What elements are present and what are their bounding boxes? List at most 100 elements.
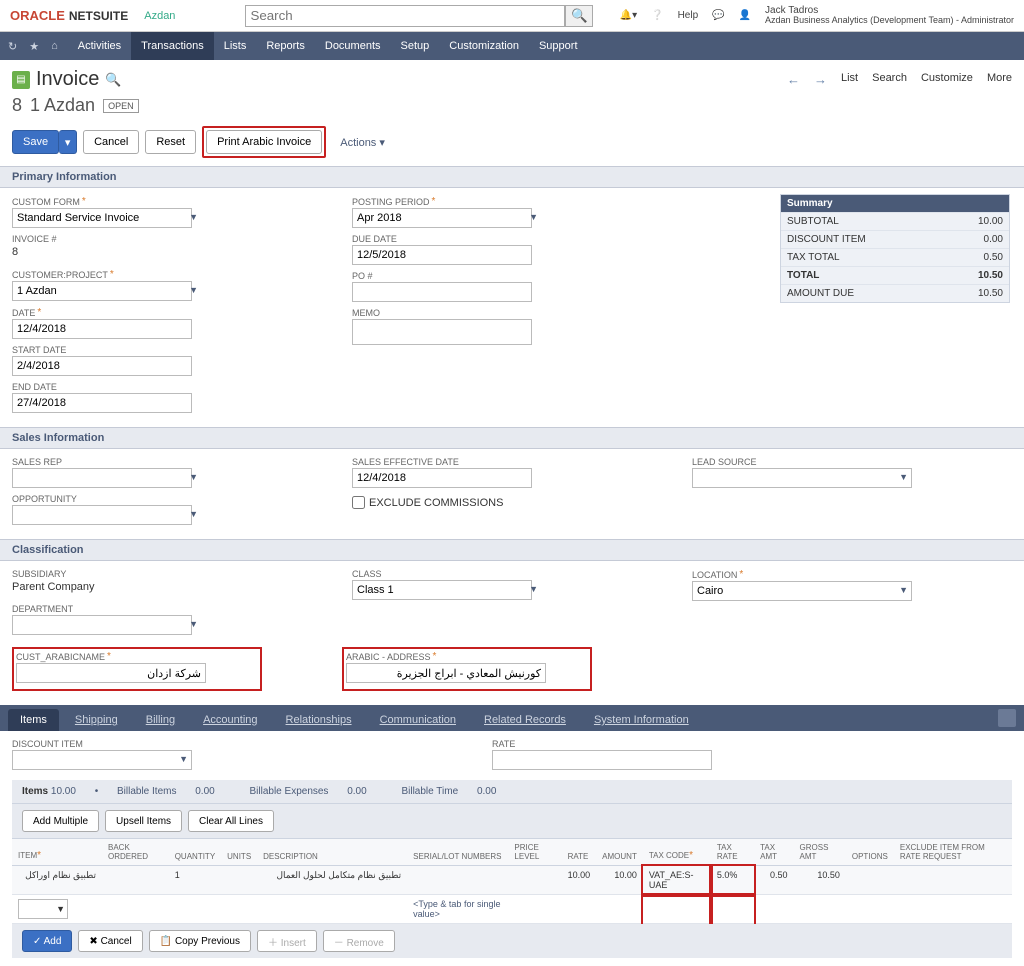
cell-amount: 10.00 xyxy=(596,866,643,895)
topbar: ORACLE NETSUITE Azdan 🔍 🔔▾ ❔ Help 💬 👤 Ja… xyxy=(0,0,1024,32)
line-cancel-button[interactable]: ✖ Cancel xyxy=(78,930,142,952)
items-table: ITEM* BACK ORDERED QUANTITY UNITS DESCRI… xyxy=(12,839,1012,924)
partner-logo: Azdan xyxy=(144,10,175,22)
global-search-button[interactable]: 🔍 xyxy=(565,5,593,27)
main-nav: ↻ ★ ⌂ Activities Transactions Lists Repo… xyxy=(0,32,1024,60)
class-select[interactable] xyxy=(352,580,532,600)
arabic-address-label: ARABIC - ADDRESS xyxy=(346,652,431,662)
cell-item: تطبيق نظام اوراكل xyxy=(12,866,102,895)
start-date-input[interactable] xyxy=(12,356,192,376)
col-exclude: EXCLUDE ITEM FROM RATE REQUEST xyxy=(894,839,1012,866)
po-input[interactable] xyxy=(352,282,532,302)
tab-billing[interactable]: Billing xyxy=(134,709,187,731)
user-avatar-icon[interactable]: 👤 xyxy=(739,10,751,21)
link-search[interactable]: Search xyxy=(872,72,907,87)
quick-find-icon[interactable]: 🔍 xyxy=(105,72,121,88)
nav-activities[interactable]: Activities xyxy=(68,32,131,60)
nav-lists[interactable]: Lists xyxy=(214,32,257,60)
nav-customization[interactable]: Customization xyxy=(439,32,529,60)
notifications-icon[interactable]: 🔔▾ xyxy=(620,10,637,21)
cancel-button[interactable]: Cancel xyxy=(83,130,139,154)
record-customer: 1 Azdan xyxy=(30,95,95,116)
tab-communication[interactable]: Communication xyxy=(368,709,468,731)
col-tax-code: TAX CODE xyxy=(649,851,689,860)
nav-transactions[interactable]: Transactions xyxy=(131,32,214,60)
posting-label: POSTING PERIOD xyxy=(352,197,430,207)
arabic-address-input[interactable] xyxy=(346,663,546,683)
class-label: CLASS xyxy=(352,569,542,579)
line-remove-button[interactable]: － Remove xyxy=(323,930,395,952)
nav-support[interactable]: Support xyxy=(529,32,588,60)
col-units: UNITS xyxy=(221,839,257,866)
line-add-button[interactable]: ✓ Add xyxy=(22,930,72,952)
subtab-settings-icon[interactable] xyxy=(998,709,1016,727)
discount-item-label: DISCOUNT ITEM xyxy=(787,234,866,245)
link-more[interactable]: More xyxy=(987,72,1012,87)
new-line-row[interactable]: ▼ <Type & tab for single value> xyxy=(12,895,1012,924)
rate-input[interactable] xyxy=(492,750,712,770)
location-select[interactable] xyxy=(692,581,912,601)
sales-effective-input[interactable] xyxy=(352,468,532,488)
prev-record-icon[interactable]: ← xyxy=(787,72,800,87)
user-block[interactable]: Jack Tadros Azdan Business Analytics (De… xyxy=(765,5,1014,26)
col-item: ITEM xyxy=(18,851,37,860)
help-icon[interactable]: ❔ xyxy=(651,10,663,21)
tab-relationships[interactable]: Relationships xyxy=(274,709,364,731)
tab-related-records[interactable]: Related Records xyxy=(472,709,578,731)
sales-rep-label: SALES REP xyxy=(12,457,202,467)
col-quantity: QUANTITY xyxy=(169,839,221,866)
exclude-commissions-label: EXCLUDE COMMISSIONS xyxy=(369,497,503,509)
total-label: TOTAL xyxy=(787,270,819,281)
link-customize[interactable]: Customize xyxy=(921,72,973,87)
nav-setup[interactable]: Setup xyxy=(391,32,440,60)
end-date-input[interactable] xyxy=(12,393,192,413)
exclude-commissions-checkbox[interactable] xyxy=(352,496,365,509)
item-picker[interactable]: ▼ xyxy=(18,899,68,919)
lead-source-select[interactable] xyxy=(692,468,912,488)
tab-accounting[interactable]: Accounting xyxy=(191,709,269,731)
memo-input[interactable] xyxy=(352,319,532,345)
help-label[interactable]: Help xyxy=(678,10,699,21)
record-id: 8 xyxy=(12,95,22,116)
next-record-icon[interactable]: → xyxy=(814,72,827,87)
save-menu-caret[interactable]: ▾ xyxy=(59,130,77,154)
tab-items[interactable]: Items xyxy=(8,709,59,731)
due-date-input[interactable] xyxy=(352,245,532,265)
sales-rep-select[interactable] xyxy=(12,468,192,488)
col-gross-amt: GROSS AMT xyxy=(794,839,846,866)
table-row[interactable]: تطبيق نظام اوراكل 1 تطبيق نظام متكامل لح… xyxy=(12,866,1012,895)
cust-arabic-name-input[interactable] xyxy=(16,663,206,683)
global-search-input[interactable] xyxy=(245,5,565,27)
home-icon[interactable]: ⌂ xyxy=(51,40,58,53)
posting-period-select[interactable] xyxy=(352,208,532,228)
nav-documents[interactable]: Documents xyxy=(315,32,391,60)
department-select[interactable] xyxy=(12,615,192,635)
line-copy-previous-button[interactable]: 📋 Copy Previous xyxy=(149,930,251,952)
tab-shipping[interactable]: Shipping xyxy=(63,709,130,731)
col-options: OPTIONS xyxy=(846,839,894,866)
nav-reports[interactable]: Reports xyxy=(256,32,315,60)
line-insert-button[interactable]: ＋ Insert xyxy=(257,930,317,952)
sublist-summary-bar: Items 10.00 • Billable Items 0.00 Billab… xyxy=(12,780,1012,803)
tax-total-value: 0.50 xyxy=(984,252,1003,263)
oracle-logo: ORACLE xyxy=(10,8,65,23)
shortcuts-icon[interactable]: ★ xyxy=(29,40,39,53)
reset-button[interactable]: Reset xyxy=(145,130,196,154)
cell-description: تطبيق نظام متكامل لحلول العمال xyxy=(257,866,407,895)
customer-select[interactable] xyxy=(12,281,192,301)
location-label: LOCATION xyxy=(692,570,737,580)
feedback-icon[interactable]: 💬 xyxy=(712,10,724,21)
recent-records-icon[interactable]: ↻ xyxy=(8,40,17,53)
discount-item-select[interactable] xyxy=(12,750,192,770)
cell-tax-code: VAT_AE:S-UAE xyxy=(643,866,711,895)
custom-form-select[interactable] xyxy=(12,208,192,228)
opportunity-select[interactable] xyxy=(12,505,192,525)
subtotal-value: 10.00 xyxy=(978,216,1003,227)
date-input[interactable] xyxy=(12,319,192,339)
tab-system-information[interactable]: System Information xyxy=(582,709,701,731)
save-button[interactable]: Save xyxy=(12,130,59,154)
print-arabic-invoice-button[interactable]: Print Arabic Invoice xyxy=(206,130,322,154)
search-icon: 🔍 xyxy=(571,8,588,24)
actions-menu[interactable]: Actions ▾ xyxy=(340,136,385,149)
link-list[interactable]: List xyxy=(841,72,858,87)
